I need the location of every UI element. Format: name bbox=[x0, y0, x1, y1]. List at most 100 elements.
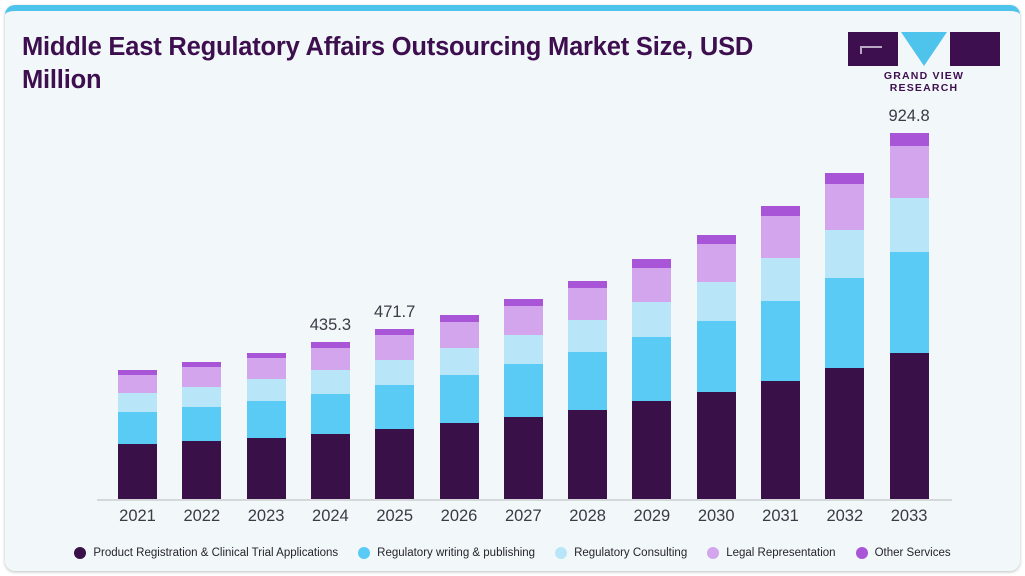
bar-segment[interactable] bbox=[761, 380, 800, 499]
logo-g-cut-vertical bbox=[860, 46, 862, 54]
bar-segment[interactable] bbox=[696, 391, 736, 499]
bar-segment[interactable] bbox=[246, 358, 286, 380]
bar-segment[interactable] bbox=[503, 364, 543, 418]
bar-segment[interactable] bbox=[825, 230, 865, 279]
stacked-bar-chart: 2021 2022 2023 2024 2025 2026 2027 2028 2029 2030… bbox=[5, 11, 1020, 571]
bar-2032[interactable] bbox=[825, 172, 865, 499]
bar-segment[interactable] bbox=[118, 393, 157, 413]
legend-item[interactable]: Legal Representation bbox=[707, 547, 836, 559]
bar-segment[interactable] bbox=[696, 243, 736, 283]
bar-segment[interactable] bbox=[182, 367, 222, 388]
bar-segment[interactable] bbox=[568, 351, 608, 411]
bar-2025[interactable] bbox=[375, 329, 415, 499]
logo-r-block bbox=[950, 32, 1000, 66]
bar-segment[interactable] bbox=[246, 400, 286, 439]
bar-segment[interactable] bbox=[503, 299, 543, 307]
bar-segment[interactable] bbox=[503, 306, 543, 336]
bar-segment[interactable] bbox=[889, 133, 929, 147]
legend-item[interactable]: Other Services bbox=[855, 547, 951, 559]
bar-segment[interactable] bbox=[310, 433, 350, 499]
x-tick-2021: 2021 bbox=[119, 507, 156, 525]
bar-segment[interactable] bbox=[246, 437, 286, 499]
bar-segment[interactable] bbox=[182, 386, 222, 408]
bar-2029[interactable] bbox=[632, 259, 672, 499]
bar-segment[interactable] bbox=[503, 334, 543, 365]
bar-segment[interactable] bbox=[439, 423, 479, 499]
bar-segment[interactable] bbox=[375, 384, 415, 430]
bar-segment[interactable] bbox=[310, 370, 350, 395]
logo-mark bbox=[848, 32, 1000, 68]
bar-2028[interactable] bbox=[568, 280, 608, 499]
bar-segment[interactable] bbox=[696, 281, 736, 322]
bar-segment[interactable] bbox=[310, 393, 350, 435]
bar-segment[interactable] bbox=[182, 362, 222, 368]
bar-2023[interactable] bbox=[246, 352, 286, 499]
bar-2024[interactable] bbox=[310, 342, 350, 499]
bar-segment[interactable] bbox=[825, 278, 865, 369]
legend-label: Regulatory writing & publishing bbox=[377, 547, 536, 559]
chart-legend: Product Registration & Clinical Trial Ap… bbox=[5, 547, 1020, 559]
bar-segment[interactable] bbox=[118, 374, 157, 394]
bar-segment[interactable] bbox=[632, 337, 672, 402]
bar-2026[interactable] bbox=[439, 315, 479, 499]
bar-segment[interactable] bbox=[118, 369, 157, 376]
bar-segment[interactable] bbox=[761, 215, 800, 259]
bar-segment[interactable] bbox=[182, 406, 222, 442]
bar-segment[interactable] bbox=[375, 329, 415, 337]
bar-segment[interactable] bbox=[439, 348, 479, 376]
bar-segment[interactable] bbox=[439, 315, 479, 323]
bar-segment[interactable] bbox=[696, 320, 736, 393]
bar-segment[interactable] bbox=[825, 172, 865, 185]
x-tick-2030: 2030 bbox=[697, 507, 735, 525]
bar-segment[interactable] bbox=[375, 359, 415, 386]
bar-segment[interactable] bbox=[889, 352, 929, 499]
bar-segment[interactable] bbox=[439, 321, 479, 349]
x-tick-2027: 2027 bbox=[504, 507, 542, 525]
bar-segment[interactable] bbox=[632, 267, 672, 303]
bar-segment[interactable] bbox=[568, 280, 608, 289]
bar-segment[interactable] bbox=[310, 348, 350, 372]
bar-segment[interactable] bbox=[889, 145, 929, 199]
bar-segment[interactable] bbox=[761, 300, 800, 382]
bar-segment[interactable] bbox=[696, 234, 736, 245]
bar-segment[interactable] bbox=[568, 288, 608, 321]
bar-segment[interactable] bbox=[825, 183, 865, 231]
legend-label: Regulatory Consulting bbox=[574, 547, 688, 559]
bar-segment[interactable] bbox=[118, 412, 157, 445]
legend-label: Legal Representation bbox=[726, 547, 836, 559]
legend-swatch-icon bbox=[555, 547, 568, 559]
bar-segment[interactable] bbox=[182, 441, 222, 499]
bar-segment[interactable] bbox=[889, 251, 929, 354]
bar-2031[interactable] bbox=[761, 205, 800, 499]
bar-segment[interactable] bbox=[246, 352, 286, 359]
legend-item[interactable]: Product Registration & Clinical Trial Ap… bbox=[74, 547, 338, 559]
bar-2021[interactable] bbox=[118, 369, 157, 499]
bar-segment[interactable] bbox=[375, 335, 415, 361]
bar-2033[interactable] bbox=[889, 133, 929, 499]
bar-segment[interactable] bbox=[568, 409, 608, 499]
bar-segment[interactable] bbox=[825, 367, 865, 499]
bar-segment[interactable] bbox=[632, 302, 672, 338]
bar-segment[interactable] bbox=[632, 401, 672, 499]
bar-segment[interactable] bbox=[503, 416, 543, 499]
bar-segment[interactable] bbox=[439, 375, 479, 424]
bar-segment[interactable] bbox=[632, 259, 672, 269]
bar-segment[interactable] bbox=[889, 197, 929, 253]
bar-segment[interactable] bbox=[310, 342, 350, 349]
bar-2027[interactable] bbox=[503, 299, 543, 499]
bar-segment[interactable] bbox=[118, 444, 157, 499]
bar-2022[interactable] bbox=[182, 362, 222, 499]
bar-segment[interactable] bbox=[246, 379, 286, 402]
bar-2030[interactable] bbox=[696, 234, 736, 499]
logo-g-block bbox=[848, 32, 898, 66]
legend-item[interactable]: Regulatory writing & publishing bbox=[358, 547, 535, 559]
data-label-2025: 471.7 bbox=[374, 303, 416, 322]
legend-item[interactable]: Regulatory Consulting bbox=[555, 547, 687, 559]
bar-segment[interactable] bbox=[568, 319, 608, 353]
x-tick-2025: 2025 bbox=[376, 507, 414, 525]
bar-segment[interactable] bbox=[375, 428, 415, 499]
x-tick-2026: 2026 bbox=[440, 507, 478, 525]
bar-segment[interactable] bbox=[761, 257, 800, 302]
x-tick-2032: 2032 bbox=[826, 507, 864, 525]
bar-segment[interactable] bbox=[761, 205, 800, 217]
